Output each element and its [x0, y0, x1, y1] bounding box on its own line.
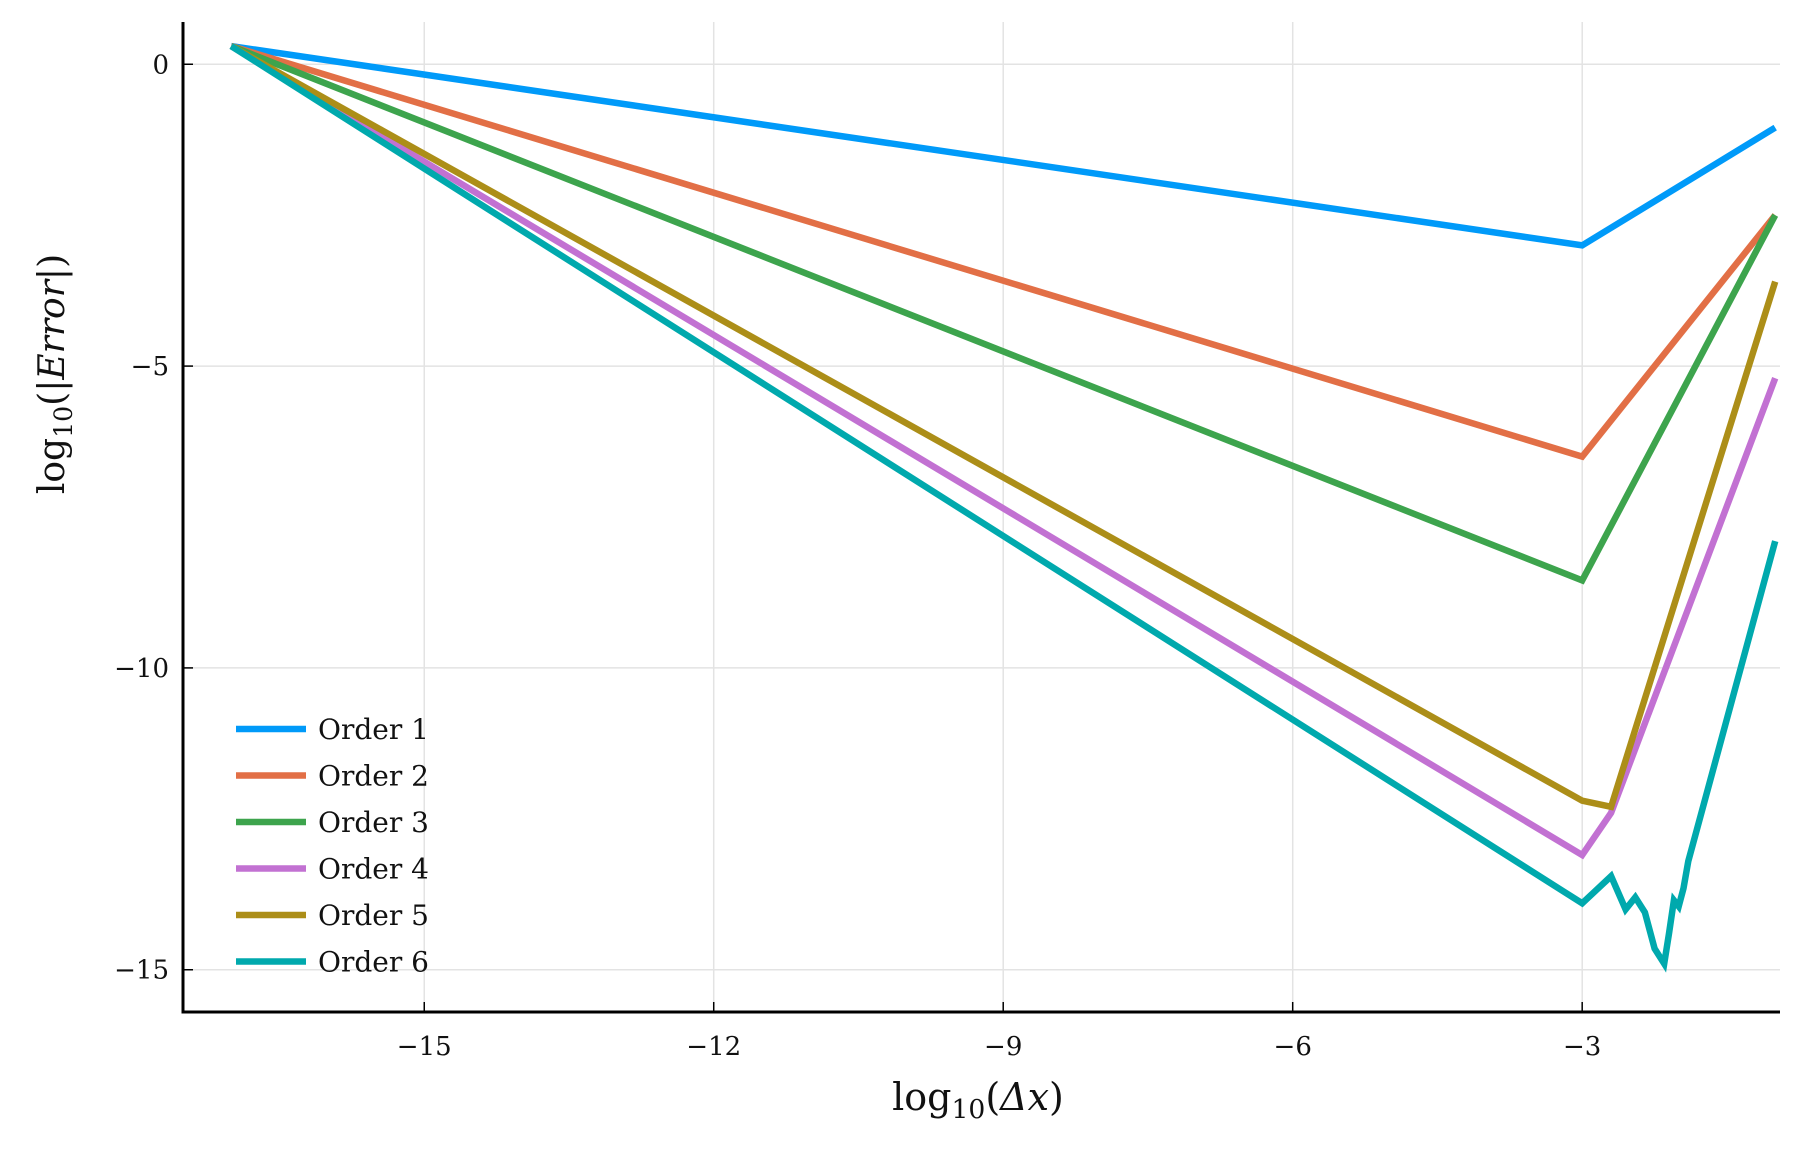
x-axis-title: log10(Δx) — [892, 1075, 1064, 1125]
grid — [183, 22, 1780, 1012]
x-tick-label: −12 — [686, 1032, 741, 1062]
y-tick-label: −5 — [131, 352, 169, 382]
y-tick-label: −15 — [114, 956, 169, 986]
y-tick-label: −10 — [114, 654, 169, 684]
series-line-order-3 — [230, 43, 1779, 585]
series-line-order-1 — [230, 42, 1777, 249]
legend-label-order-5: Order 5 — [318, 899, 429, 932]
legend: Order 1 Order 2 Order 3 Order 4 Order 5 Order… — [236, 713, 429, 979]
series-layer — [229, 42, 1779, 973]
series-line-order-4 — [229, 43, 1779, 860]
legend-label-order-4: Order 4 — [318, 853, 429, 886]
x-tick-label: −3 — [1563, 1032, 1601, 1062]
y-axis-title: log10(|Error|) — [32, 254, 78, 494]
tick-labels: −15 −12 −9 −6 −3 0 −5 −10 −15 — [114, 50, 1601, 1062]
legend-label-order-1: Order 1 — [318, 713, 429, 746]
legend-label-order-2: Order 2 — [318, 760, 429, 793]
series-line-order-5 — [229, 43, 1779, 811]
series-line-order-2 — [230, 42, 1778, 461]
x-tick-label: −15 — [397, 1032, 452, 1062]
series-line-order-6 — [229, 43, 1779, 973]
y-tick-label: 0 — [152, 50, 169, 80]
axes — [181, 22, 1780, 1014]
legend-label-order-6: Order 6 — [318, 946, 429, 979]
legend-label-order-3: Order 3 — [318, 806, 429, 839]
x-tick-label: −9 — [984, 1032, 1022, 1062]
x-tick-label: −6 — [1274, 1032, 1312, 1062]
